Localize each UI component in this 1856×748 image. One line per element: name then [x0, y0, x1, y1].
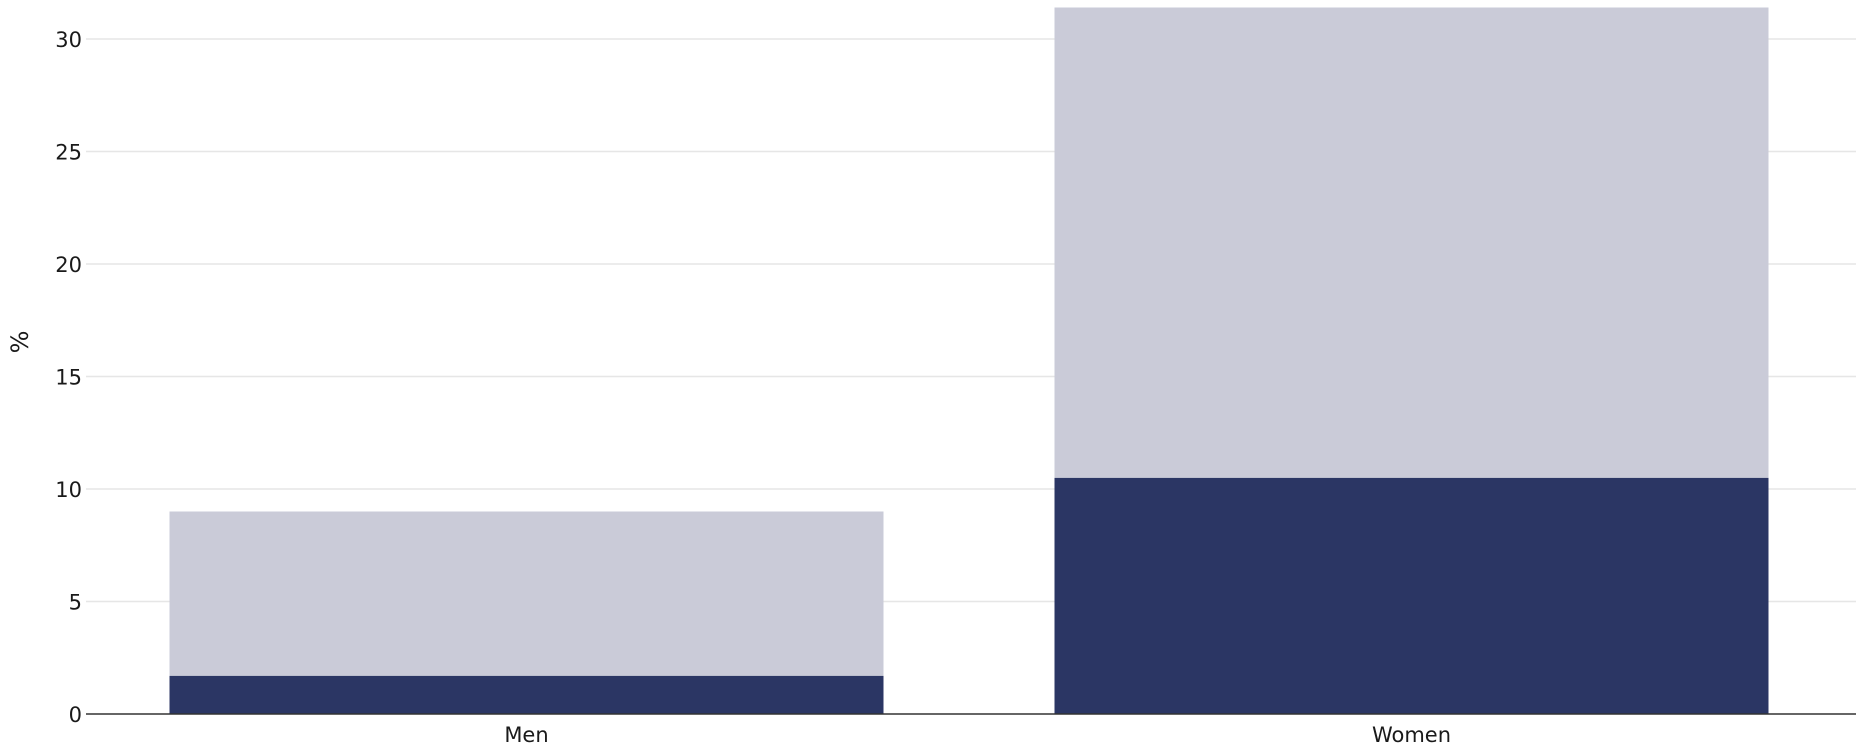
y-axis-title: % [6, 331, 34, 354]
x-tick-labels: Men Women [504, 723, 1451, 747]
y-tick-label: 25 [55, 141, 82, 165]
y-tick-label: 0 [69, 703, 82, 727]
bars [169, 7, 1769, 714]
y-tick-label: 15 [55, 366, 82, 390]
y-tick-labels: 0 5 10 15 20 25 30 [55, 28, 82, 727]
x-tick-label: Women [1372, 723, 1451, 747]
bar-segment-women-2 [1054, 7, 1769, 478]
y-tick-label: 30 [55, 28, 82, 52]
x-tick-label: Men [504, 723, 548, 747]
y-tick-label: 5 [69, 591, 82, 615]
bar-segment-women-1 [1054, 477, 1769, 714]
y-tick-label: 20 [55, 253, 82, 277]
bar-segment-men-2 [169, 511, 884, 676]
bar-segment-men-1 [169, 675, 884, 714]
y-tick-label: 10 [55, 478, 82, 502]
